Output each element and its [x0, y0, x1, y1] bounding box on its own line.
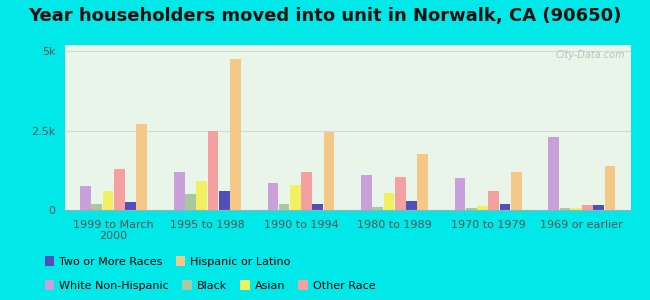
- Bar: [395, 177, 406, 210]
- Bar: [384, 193, 395, 210]
- Bar: [417, 154, 428, 210]
- Bar: [593, 205, 604, 210]
- Bar: [103, 191, 113, 210]
- Text: City-Data.com: City-Data.com: [555, 50, 625, 60]
- Bar: [571, 208, 582, 210]
- Bar: [406, 201, 417, 210]
- Bar: [324, 132, 334, 210]
- Bar: [455, 178, 465, 210]
- Bar: [604, 166, 616, 210]
- Bar: [114, 169, 125, 210]
- Bar: [185, 194, 196, 210]
- Bar: [219, 191, 229, 210]
- Bar: [268, 183, 278, 210]
- Bar: [207, 131, 218, 210]
- Bar: [196, 182, 207, 210]
- Bar: [92, 204, 102, 210]
- Bar: [80, 186, 91, 210]
- Bar: [301, 172, 312, 210]
- Bar: [290, 184, 301, 210]
- Bar: [313, 204, 323, 210]
- Bar: [279, 204, 289, 210]
- Bar: [174, 172, 185, 210]
- Legend: White Non-Hispanic, Black, Asian, Other Race: White Non-Hispanic, Black, Asian, Other …: [45, 281, 376, 291]
- Bar: [361, 175, 372, 210]
- Bar: [466, 208, 476, 210]
- Bar: [500, 204, 510, 210]
- Bar: [560, 208, 570, 210]
- Bar: [488, 191, 499, 210]
- Bar: [477, 206, 488, 210]
- Legend: Two or More Races, Hispanic or Latino: Two or More Races, Hispanic or Latino: [45, 257, 291, 267]
- Bar: [582, 205, 593, 210]
- Bar: [136, 124, 147, 210]
- Bar: [549, 137, 559, 210]
- Bar: [372, 207, 383, 210]
- Text: Year householders moved into unit in Norwalk, CA (90650): Year householders moved into unit in Nor…: [29, 8, 621, 26]
- Bar: [230, 59, 240, 210]
- Bar: [511, 172, 521, 210]
- Bar: [125, 202, 136, 210]
